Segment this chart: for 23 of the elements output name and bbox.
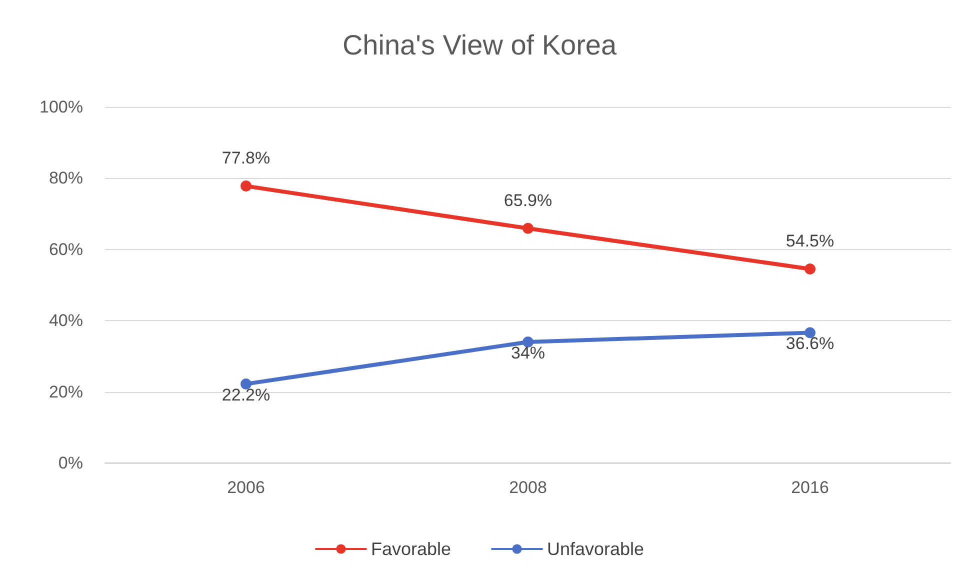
y-tick-label: 0% [58,454,83,472]
y-tick-label: 100% [40,98,83,116]
y-tick-label: 60% [48,240,83,259]
x-tick-label: 2008 [509,478,547,497]
x-tick-label: 2006 [227,478,265,497]
point [240,378,252,390]
point [240,180,252,192]
data-label: 36.6% [786,334,834,354]
data-label: 54.5% [786,231,834,250]
y-tick-label: 40% [48,311,83,330]
point [522,336,534,348]
legend-label: Unfavorable [546,539,644,559]
point [522,222,534,234]
data-label: 65.9% [504,190,552,210]
data-label: 22.2% [222,385,270,404]
data-label: 34% [510,343,546,362]
x-tick-label: 2016 [791,478,829,497]
point [804,263,816,274]
data-label: 77.8% [222,148,270,168]
legend-label: Favorable [370,539,451,559]
y-tick-label: 80% [48,168,83,188]
chart-title: China's View of Korea [342,30,617,60]
y-tick-label: 20% [48,382,83,402]
